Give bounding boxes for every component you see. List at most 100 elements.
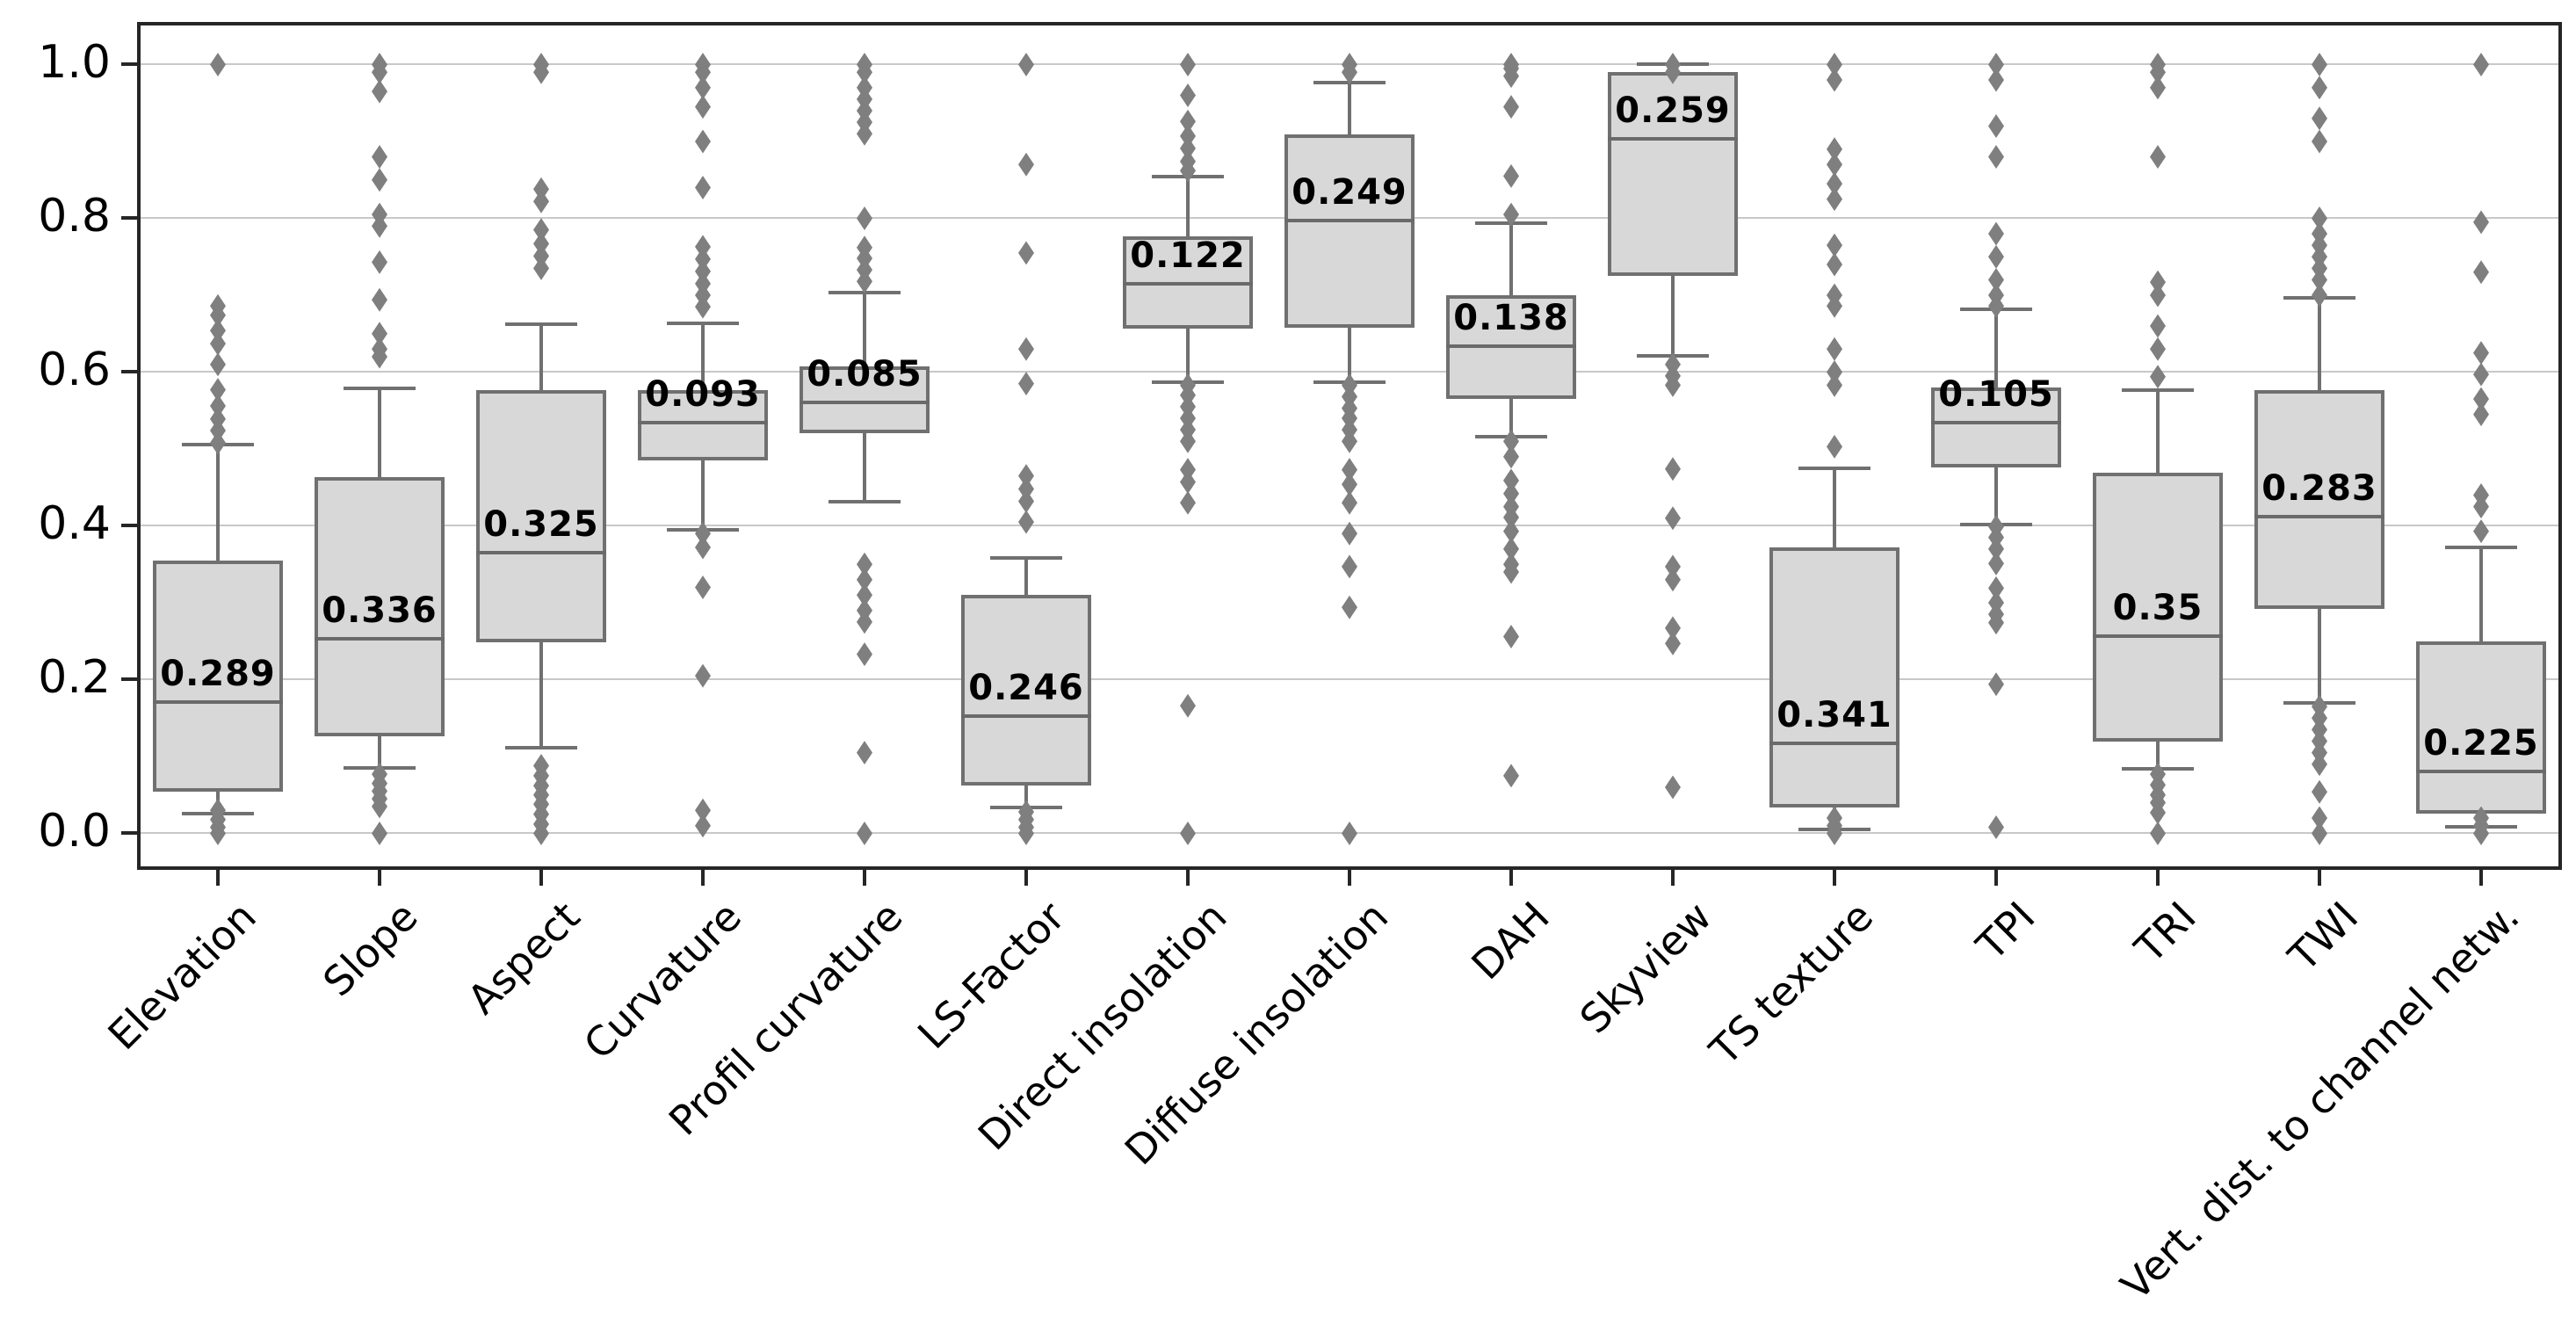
whisker-cap <box>667 321 739 325</box>
outlier-diamond <box>2312 53 2327 76</box>
outlier-diamond <box>372 344 387 369</box>
outlier-diamond <box>857 642 872 667</box>
outlier-diamond <box>1988 537 2004 561</box>
outlier-diamond <box>1018 372 1034 396</box>
median-line <box>2093 634 2223 638</box>
outlier-diamond <box>1342 490 1357 515</box>
outlier-diamond <box>372 794 387 819</box>
y-axis-tick-label: 1.0 <box>38 36 111 89</box>
x-axis-tick-label: TS texture <box>1700 892 1883 1075</box>
outlier-diamond <box>2150 365 2166 389</box>
outlier-diamond <box>1827 137 1842 162</box>
outlier-diamond <box>1827 233 1842 257</box>
outlier-diamond <box>1827 171 1842 196</box>
whisker-cap <box>2445 546 2517 550</box>
x-axis-tick-label: Curvature <box>574 892 751 1068</box>
outlier-diamond <box>1827 68 1842 92</box>
x-axis-tick <box>1833 870 1836 886</box>
outlier-diamond <box>1827 152 1842 177</box>
outlier-diamond <box>2312 806 2327 830</box>
outlier-diamond <box>2473 402 2489 427</box>
x-axis-tick <box>1348 870 1351 886</box>
outlier-diamond <box>210 331 226 356</box>
x-axis-tick <box>863 870 866 886</box>
outlier-diamond <box>2312 268 2327 292</box>
box <box>1769 547 1899 808</box>
outlier-diamond <box>2473 260 2489 285</box>
median-line <box>2254 515 2384 519</box>
x-axis-tick-label: TWI <box>2279 892 2368 981</box>
box <box>1284 134 1415 329</box>
outlier-diamond <box>1827 373 1842 397</box>
outlier-diamond <box>1988 268 2004 292</box>
outlier-diamond <box>1342 521 1357 546</box>
outlier-diamond <box>1018 241 1034 265</box>
outlier-diamond <box>372 168 387 192</box>
outlier-diamond <box>857 568 872 592</box>
outlier-diamond <box>1180 53 1196 76</box>
outlier-diamond <box>857 552 872 576</box>
outlier-diamond <box>857 269 872 293</box>
outlier-diamond <box>1827 822 1842 845</box>
outlier-diamond <box>2312 206 2327 230</box>
outlier-diamond <box>372 322 387 346</box>
outlier-diamond <box>2150 800 2166 825</box>
outlier-diamond <box>2150 283 2166 308</box>
outlier-diamond <box>2473 495 2489 519</box>
outlier-diamond <box>1180 490 1196 515</box>
outlier-diamond <box>1503 505 1519 530</box>
outlier-diamond <box>1988 68 2004 92</box>
x-axis-tick <box>378 870 381 886</box>
outlier-diamond <box>1827 434 1842 459</box>
whisker-cap <box>505 322 577 326</box>
outlier-diamond <box>1827 187 1842 212</box>
outlier-diamond <box>1827 293 1842 318</box>
outlier-diamond <box>2150 145 2166 169</box>
outlier-diamond <box>1342 458 1357 482</box>
outlier-diamond <box>1180 470 1196 495</box>
median-line <box>961 714 1091 718</box>
median-line <box>1931 420 2061 424</box>
outlier-diamond <box>533 189 549 214</box>
outlier-diamond <box>695 76 711 100</box>
x-axis-tick <box>2479 870 2483 886</box>
box-value-label: 0.341 <box>1776 694 1892 735</box>
box-value-label: 0.105 <box>1938 373 2054 415</box>
outlier-diamond <box>695 294 711 319</box>
outlier-diamond <box>1018 510 1034 534</box>
x-axis-tick <box>1024 870 1028 886</box>
x-axis-tick-label: Aspect <box>458 892 590 1024</box>
outlier-diamond <box>1503 764 1519 788</box>
outlier-diamond <box>533 256 549 280</box>
outlier-diamond <box>533 822 549 845</box>
outlier-diamond <box>1665 457 1681 481</box>
median-line <box>476 550 606 554</box>
median-line <box>800 401 930 404</box>
box-value-label: 0.336 <box>322 590 438 631</box>
outlier-diamond <box>2312 752 2327 777</box>
outlier-diamond <box>1180 124 1196 148</box>
median-line <box>1608 136 1738 141</box>
outlier-diamond <box>1503 560 1519 584</box>
box-value-label: 0.35 <box>2112 588 2203 628</box>
outlier-diamond <box>1665 631 1681 655</box>
outlier-diamond <box>1988 672 2004 697</box>
outlier-diamond <box>372 822 387 845</box>
median-line <box>153 700 283 705</box>
outlier-diamond <box>1988 611 2004 635</box>
outlier-diamond <box>372 60 387 84</box>
y-axis-tick <box>121 677 137 681</box>
median-line <box>1769 741 1899 745</box>
whisker-cap <box>1798 467 1870 471</box>
outlier-diamond <box>1018 152 1034 177</box>
outlier-diamond <box>1988 815 2004 839</box>
outlier-diamond <box>1827 53 1842 76</box>
outlier-diamond <box>372 287 387 312</box>
box <box>2416 641 2546 815</box>
outlier-diamond <box>1018 53 1034 76</box>
outlier-diamond <box>857 583 872 607</box>
y-axis-tick <box>121 62 137 66</box>
y-axis-tick-label: 0.2 <box>38 651 111 704</box>
outlier-diamond <box>1180 458 1196 482</box>
x-axis-tick <box>2156 870 2160 886</box>
